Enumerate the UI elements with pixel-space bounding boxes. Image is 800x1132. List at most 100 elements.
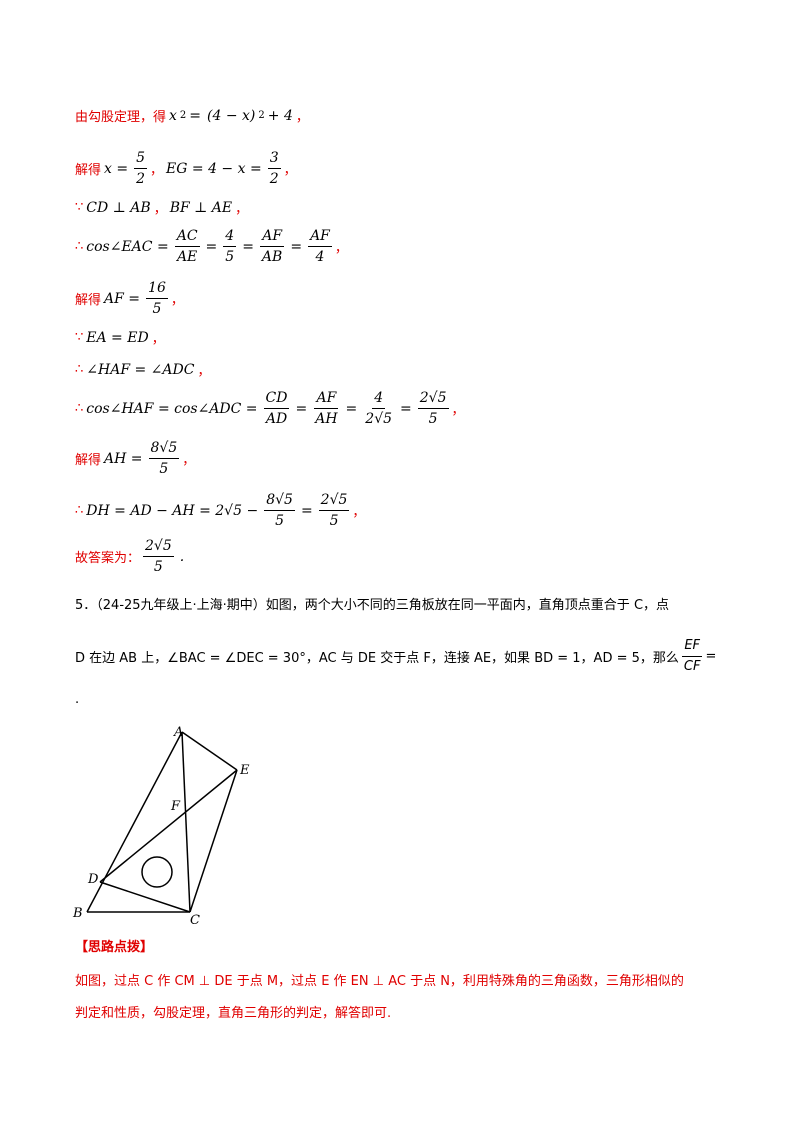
text: . bbox=[75, 692, 80, 707]
text: x = bbox=[104, 160, 129, 177]
text: ， bbox=[153, 202, 167, 217]
text: CD ⊥ AB bbox=[86, 199, 151, 216]
text: A bbox=[173, 725, 183, 740]
text: F bbox=[170, 799, 181, 814]
text: . bbox=[179, 548, 185, 565]
text: EF bbox=[682, 636, 703, 657]
text: 2 bbox=[136, 171, 146, 187]
text: ， bbox=[235, 202, 249, 217]
text: = bbox=[300, 502, 313, 519]
shape bbox=[189, 769, 238, 913]
text: BF ⊥ AE bbox=[169, 199, 233, 216]
text: ， bbox=[451, 403, 465, 418]
text: 2√5 bbox=[318, 490, 350, 511]
text: 【思路点拨】 bbox=[75, 940, 154, 955]
text: ， bbox=[334, 241, 348, 256]
text: ∴ bbox=[75, 239, 84, 254]
shape: 2√5 5 bbox=[417, 388, 449, 429]
line: 故答案为： 2√5 5. bbox=[75, 536, 187, 577]
shape: 8√5 5 bbox=[264, 490, 295, 531]
line: ∴ DH = AD − AH = 2√5 −8√5 5 = 2√5 5， bbox=[75, 490, 365, 531]
shape bbox=[141, 856, 173, 888]
text: 8√5 bbox=[264, 490, 295, 511]
text: 4 bbox=[223, 226, 237, 247]
text: = bbox=[205, 238, 218, 255]
shape bbox=[99, 881, 191, 913]
text: 5 bbox=[275, 513, 285, 529]
text: ， bbox=[182, 453, 196, 468]
text: E bbox=[239, 763, 250, 778]
text: ∵ bbox=[75, 330, 84, 345]
text: 5 bbox=[329, 513, 339, 529]
text: ， bbox=[352, 505, 366, 520]
text: AD bbox=[265, 411, 288, 427]
shape: AF 4 bbox=[308, 226, 332, 267]
text: ， bbox=[197, 364, 211, 379]
text: AF = bbox=[104, 290, 141, 307]
text: CD bbox=[263, 388, 290, 409]
shape: AC AE bbox=[174, 226, 200, 267]
text: D bbox=[87, 872, 99, 887]
text: 5 bbox=[428, 411, 438, 427]
text: 3 bbox=[267, 148, 281, 169]
text: CF bbox=[683, 659, 701, 674]
text: AC bbox=[174, 226, 200, 247]
text: EG = 4 − x = bbox=[166, 160, 262, 177]
text: B bbox=[72, 906, 83, 921]
text: = bbox=[295, 400, 308, 417]
text: EA = ED bbox=[86, 329, 149, 346]
text: ， bbox=[170, 293, 184, 308]
line: ∵ CD ⊥ AB， BF ⊥ AE， bbox=[75, 198, 249, 218]
text: ， bbox=[150, 163, 164, 178]
problem-line: . bbox=[75, 692, 79, 707]
text: 4 bbox=[315, 249, 325, 265]
text: (4 − x) bbox=[207, 107, 256, 124]
text: 5．（24-25九年级上·上海·期中）如图，两个大小不同的三角板放在同一平面内，… bbox=[75, 598, 670, 613]
text: 4 bbox=[372, 388, 386, 409]
text: ， bbox=[283, 163, 297, 178]
line: ∵ EA = ED， bbox=[75, 328, 165, 348]
text: 16 bbox=[146, 278, 168, 299]
line: 解得 AH = 8√5 5， bbox=[75, 438, 195, 479]
shape: 8√5 5 bbox=[148, 438, 180, 479]
text: 如图，过点 C 作 CM ⊥ DE 于点 M，过点 E 作 EN ⊥ AC 于点… bbox=[75, 974, 684, 989]
text: 5 bbox=[159, 461, 169, 477]
text: 判定和性质，勾股定理，直角三角形的判定，解答即可. bbox=[75, 1006, 392, 1021]
text: ， bbox=[151, 332, 165, 347]
shape bbox=[86, 731, 238, 913]
shape bbox=[181, 731, 238, 771]
text: = bbox=[189, 107, 202, 124]
line: 解得 x = 5 2， EG = 4 − x = 3 2， bbox=[75, 148, 297, 189]
shape: 16 5 bbox=[146, 278, 168, 319]
problem-line: 5．（24-25九年级上·上海·期中）如图，两个大小不同的三角板放在同一平面内，… bbox=[75, 594, 669, 613]
text: 2 bbox=[269, 171, 279, 187]
shape: 2√5 5 bbox=[143, 536, 174, 577]
shape: CD AD bbox=[263, 388, 290, 429]
shape: AF AH bbox=[313, 388, 339, 429]
text: 2√5 bbox=[365, 411, 393, 427]
text: cos∠HAF = cos∠ADC = bbox=[86, 400, 258, 417]
text: ∵ bbox=[75, 200, 84, 215]
text: ， bbox=[295, 110, 309, 125]
text: C bbox=[190, 913, 200, 925]
text: AF bbox=[314, 388, 339, 409]
shape: 2√5 5 bbox=[318, 490, 350, 531]
text: 解得 bbox=[75, 453, 102, 468]
text: = bbox=[400, 400, 412, 417]
text: AE bbox=[176, 249, 198, 265]
hint-line: 如图，过点 C 作 CM ⊥ DE 于点 M，过点 E 作 EN ⊥ AC 于点… bbox=[75, 970, 684, 989]
text: AF bbox=[260, 226, 285, 247]
text: ∴ bbox=[75, 503, 84, 518]
shape bbox=[181, 731, 191, 913]
shape: 4 2√5 bbox=[363, 388, 394, 429]
figure: A E F D B C bbox=[72, 725, 250, 925]
text: = bbox=[242, 238, 254, 255]
text: 2√5 bbox=[143, 536, 174, 557]
problem-line: D 在边 AB 上，∠BAC = ∠DEC = 30°，AC 与 DE 交于点 … bbox=[75, 636, 716, 677]
shape bbox=[99, 769, 238, 883]
text: D 在边 AB 上，∠BAC = ∠DEC = 30°，AC 与 DE 交于点 … bbox=[75, 651, 679, 666]
